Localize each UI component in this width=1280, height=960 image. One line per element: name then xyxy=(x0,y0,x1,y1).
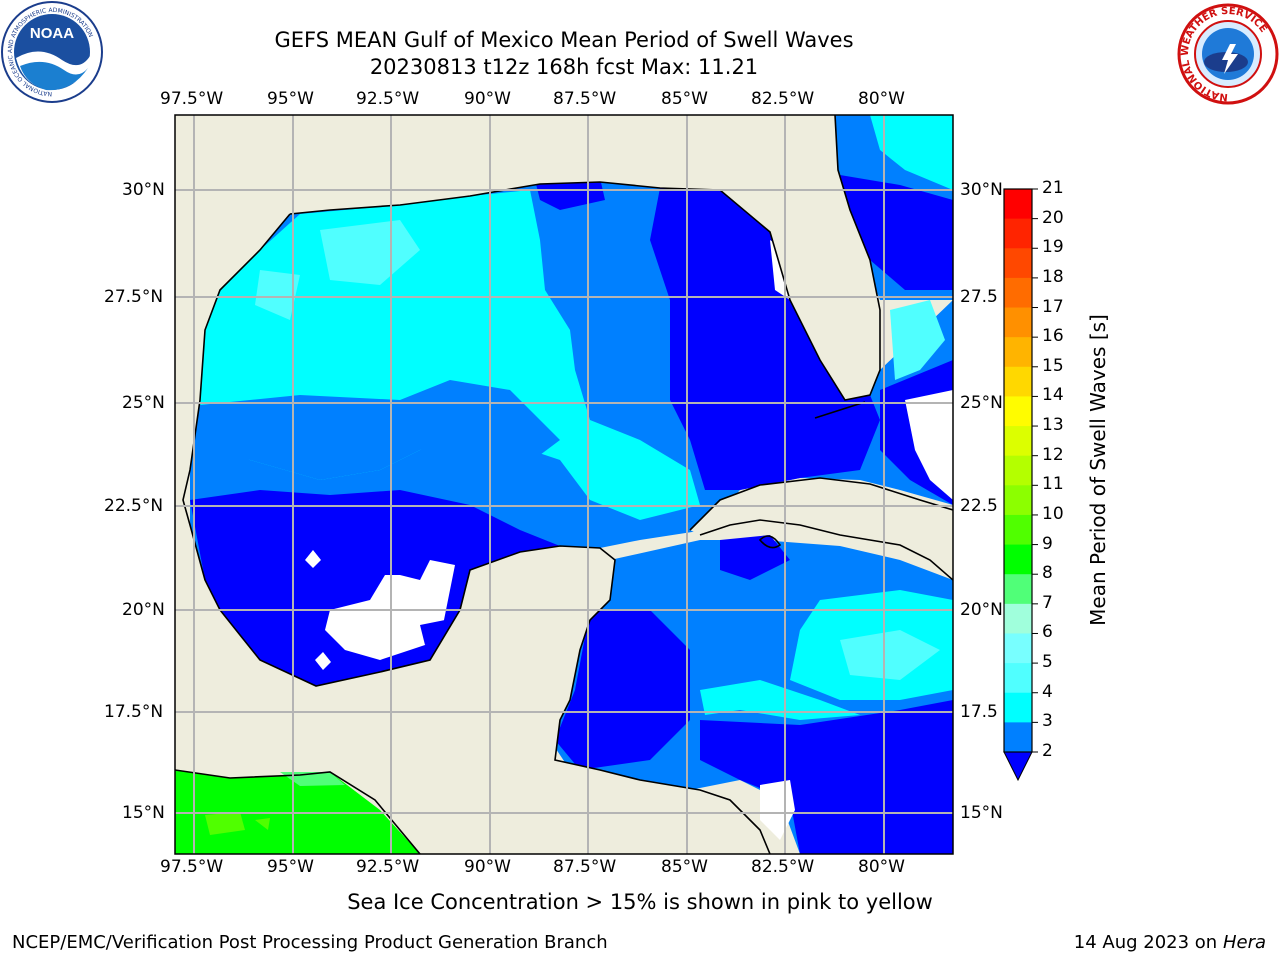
colorbar-tick-label: 2 xyxy=(1042,741,1053,761)
lon-label-bottom: 90°W xyxy=(464,857,511,877)
noaa-logo-icon: NOAA NATIONAL OCEANIC AND ATMOSPHERIC AD… xyxy=(1,1,103,103)
colorbar-segment xyxy=(1004,633,1032,664)
colorbar-segment xyxy=(1004,514,1032,546)
colorbar-label: Mean Period of Swell Waves [s] xyxy=(1086,314,1110,626)
colorbar-tick-label: 4 xyxy=(1042,681,1053,702)
lon-label-bottom: 95°W xyxy=(267,857,314,877)
lon-label-bottom: 80°W xyxy=(858,857,905,877)
date-stamp: 14 Aug 2023 on Hera xyxy=(1074,932,1266,953)
coastlines xyxy=(175,115,953,854)
lon-label-bottom: 92.5°W xyxy=(356,857,420,877)
sea-ice-note: Sea Ice Concentration > 15% is shown in … xyxy=(347,890,933,914)
colorbar-tick-label: 17 xyxy=(1042,296,1064,317)
colorbar-tick-label: 21 xyxy=(1042,178,1064,198)
colorbar-tick-label: 6 xyxy=(1042,622,1053,643)
yucatan-land xyxy=(300,546,615,854)
lat-label-right: 15°N xyxy=(960,803,1003,823)
colorbar-segment xyxy=(1004,663,1032,694)
colorbar-tick-label: 3 xyxy=(1042,711,1053,732)
lat-label-left: 30°N xyxy=(122,180,165,200)
lat-label-left: 22.5°N xyxy=(104,496,164,516)
lat-label-right: 25°N xyxy=(960,393,1003,413)
colorbar-segment xyxy=(1004,277,1032,309)
noaa-logo-text: NOAA xyxy=(30,25,74,42)
colorbar-tick-label: 16 xyxy=(1042,326,1064,347)
colorbar-segment xyxy=(1004,366,1032,397)
colorbar-tick-label: 8 xyxy=(1042,563,1053,584)
colorbar-segment xyxy=(1004,337,1032,368)
graticule xyxy=(175,115,953,854)
lat-label-left: 25°N xyxy=(122,393,165,413)
lat-label-left: 20°N xyxy=(122,600,165,620)
colorbar-segment xyxy=(1004,455,1032,486)
colorbar xyxy=(1004,188,1038,753)
chart-subtitle: 20230813 t12z 168h fcst Max: 11.21 xyxy=(369,55,759,79)
colorbar-tick-label: 12 xyxy=(1042,444,1064,465)
colorbar-segment xyxy=(1004,189,1032,220)
colorbar-tick-label: 5 xyxy=(1042,652,1053,673)
lon-label-top: 97.5°W xyxy=(160,89,224,109)
colorbar-tick-label: 9 xyxy=(1042,533,1053,554)
lon-label-top: 92.5°W xyxy=(356,89,420,109)
cuba-land xyxy=(690,478,953,580)
lon-label-top: 95°W xyxy=(267,89,314,109)
lat-label-right: 22.5 xyxy=(960,496,998,516)
colorbar-tick-label: 7 xyxy=(1042,592,1053,613)
date-text: 14 Aug 2023 on xyxy=(1073,932,1218,953)
lon-label-top: 82.5°W xyxy=(751,89,815,109)
colorbar-tick-label: 18 xyxy=(1042,266,1064,287)
lon-label-top: 85°W xyxy=(661,89,708,109)
colorbar-tick-label: 10 xyxy=(1042,503,1064,524)
colorbar-tick-label: 19 xyxy=(1042,237,1064,258)
lon-label-top: 80°W xyxy=(858,89,905,109)
lon-label-bottom: 97.5°W xyxy=(160,857,224,877)
lat-label-right: 27.5 xyxy=(960,287,998,307)
colorbar-tick-label: 11 xyxy=(1042,474,1064,495)
colorbar-tick-label: 20 xyxy=(1042,207,1064,228)
colorbar-segment xyxy=(1004,722,1032,753)
colorbar-segment xyxy=(1004,544,1032,575)
org-credit: NCEP/EMC/Verification Post Processing Pr… xyxy=(12,932,608,953)
colorbar-segment xyxy=(1004,426,1032,457)
colorbar-segment xyxy=(1004,485,1032,516)
nws-logo-icon: NATIONAL WEATHER SERVICE xyxy=(1177,3,1279,105)
lat-label-right: 30°N xyxy=(960,180,1003,200)
colorbar-segment xyxy=(1004,396,1032,427)
host-name: Hera xyxy=(1222,932,1266,953)
colorbar-segment xyxy=(1004,574,1032,605)
colorbar-segment xyxy=(1004,603,1032,634)
lon-label-bottom: 85°W xyxy=(661,857,708,877)
colorbar-segment xyxy=(1004,692,1032,723)
lon-label-bottom: 87.5°W xyxy=(553,857,617,877)
lat-label-left: 17.5°N xyxy=(104,702,164,722)
chart-title: GEFS MEAN Gulf of Mexico Mean Period of … xyxy=(274,28,854,52)
lon-label-bottom: 82.5°W xyxy=(751,857,815,877)
colorbar-tick-label: 14 xyxy=(1042,385,1064,406)
lat-label-left: 15°N xyxy=(122,803,165,823)
lat-label-left: 27.5°N xyxy=(104,287,164,307)
colorbar-tick-label: 13 xyxy=(1042,415,1064,436)
lat-label-right: 17.5 xyxy=(960,702,998,722)
colorbar-tick-label: 15 xyxy=(1042,355,1064,376)
colorbar-segment xyxy=(1004,307,1032,338)
colorbar-segment xyxy=(1004,218,1032,249)
lat-label-right: 20°N xyxy=(960,600,1003,620)
lon-label-top: 90°W xyxy=(464,89,511,109)
lon-label-top: 87.5°W xyxy=(553,89,617,109)
colorbar-segment xyxy=(1004,248,1032,279)
colorbar-under-arrow xyxy=(1003,751,1033,782)
florida-land xyxy=(175,115,880,500)
map-frame xyxy=(174,114,954,855)
